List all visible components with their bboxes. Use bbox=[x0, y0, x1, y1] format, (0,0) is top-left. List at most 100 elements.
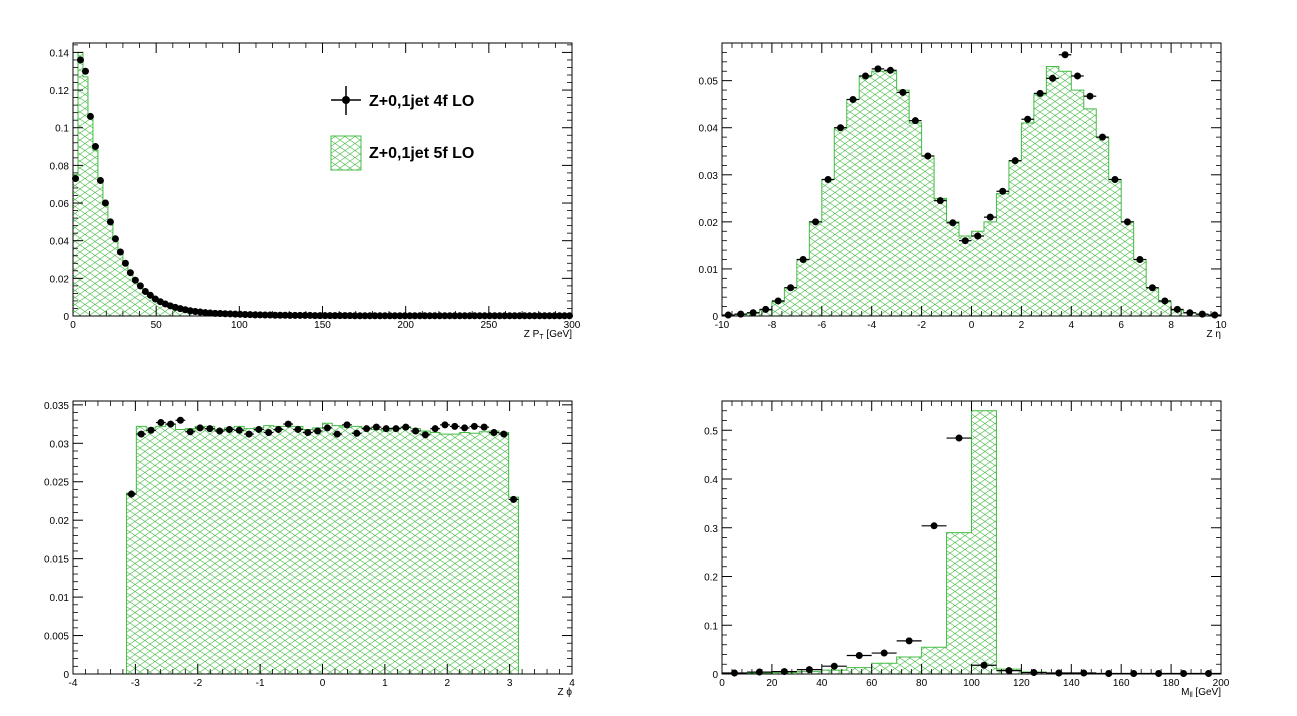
legend-entry-hist: Z+0,1jet 5f LO bbox=[330, 135, 474, 171]
data-point bbox=[440, 421, 450, 429]
data-point bbox=[734, 310, 747, 318]
x-tick-label: 40 bbox=[816, 678, 828, 689]
data-point bbox=[996, 667, 1022, 675]
histogram-5f bbox=[721, 410, 1222, 675]
data-point bbox=[1083, 92, 1097, 100]
x-tick-label: 100 bbox=[231, 320, 248, 331]
y-tick-label: 0.5 bbox=[704, 426, 718, 437]
y-tick-label: 0.14 bbox=[50, 48, 70, 59]
data-point bbox=[1208, 311, 1221, 319]
x-tick-label: 200 bbox=[1213, 678, 1230, 689]
y-axis: 0 0.01 0.02 0.03 0.04 0.05 bbox=[699, 52, 1221, 323]
data-point bbox=[1121, 218, 1134, 226]
data-point bbox=[136, 430, 147, 438]
data-point bbox=[296, 311, 304, 319]
data-point bbox=[244, 430, 254, 438]
y-tick-label: 0.01 bbox=[699, 265, 719, 276]
data-point bbox=[796, 256, 810, 264]
y-tick-label: 0.1 bbox=[704, 621, 718, 632]
x-tick-label: 140 bbox=[1063, 678, 1080, 689]
x-tick-label: 100 bbox=[963, 678, 980, 689]
data-point bbox=[722, 311, 735, 319]
data-point bbox=[1158, 297, 1172, 305]
data-point bbox=[871, 65, 885, 73]
x-tick-label: 4 bbox=[569, 678, 575, 689]
x-tick-label: 2 bbox=[444, 678, 450, 689]
y-tick-label: 0.02 bbox=[699, 218, 719, 229]
x-axis-label: Z PT [GeV] bbox=[524, 329, 572, 341]
x-tick-label: -8 bbox=[767, 320, 776, 331]
legend-label-4f: Z+0,1jet 4f LO bbox=[369, 93, 474, 110]
data-point bbox=[204, 425, 215, 433]
y-tick-label: 0.3 bbox=[704, 524, 718, 535]
data-point bbox=[1021, 669, 1047, 677]
data-point bbox=[946, 434, 972, 442]
data-point bbox=[1146, 284, 1159, 292]
x-tick-label: -2 bbox=[917, 320, 926, 331]
data-point bbox=[430, 425, 441, 433]
y-tick-label: 0.05 bbox=[699, 77, 719, 88]
data-point bbox=[126, 269, 134, 277]
y-tick-label: 0.035 bbox=[44, 401, 69, 412]
data-point bbox=[126, 490, 137, 498]
data-point bbox=[971, 661, 997, 669]
y-tick-label: 0.4 bbox=[704, 475, 718, 486]
panel-4: 0 0.1 0.2 0.3 0.4 0.5 0 20 40 60 80 100 120 140 160 180… bbox=[704, 400, 1230, 699]
data-point bbox=[131, 276, 139, 284]
x-tick-label: 3 bbox=[507, 678, 513, 689]
data-point bbox=[771, 297, 785, 305]
data-point bbox=[1108, 176, 1122, 183]
data-point bbox=[1196, 310, 1209, 318]
data-point bbox=[1046, 669, 1072, 677]
data-point bbox=[371, 423, 382, 431]
data-point bbox=[971, 232, 984, 240]
y-tick-label: 0 bbox=[63, 312, 69, 323]
data-point bbox=[746, 309, 760, 317]
data-point bbox=[400, 423, 411, 431]
x-tick-label: -3 bbox=[131, 678, 140, 689]
data-point bbox=[449, 422, 460, 430]
points-4f bbox=[722, 51, 1221, 319]
x-tick-label: 150 bbox=[314, 320, 331, 331]
data-point bbox=[1058, 51, 1072, 59]
data-point bbox=[1171, 305, 1184, 313]
y-tick-label: 0.03 bbox=[50, 439, 70, 450]
y-tick-label: 0.025 bbox=[44, 478, 69, 489]
data-point bbox=[821, 662, 847, 670]
data-point bbox=[251, 311, 259, 319]
x-axis-label: Z η bbox=[1207, 329, 1221, 340]
x-tick-label: 60 bbox=[866, 678, 878, 689]
data-point bbox=[381, 425, 392, 433]
legend-marker bbox=[342, 96, 350, 104]
data-point bbox=[884, 66, 897, 74]
data-point bbox=[283, 420, 294, 428]
data-point bbox=[1071, 669, 1097, 677]
y-tick-label: 0.015 bbox=[44, 555, 69, 566]
data-point bbox=[896, 637, 922, 645]
x-tick-label: 120 bbox=[1013, 678, 1030, 689]
x-tick-label: 6 bbox=[1118, 320, 1124, 331]
data-point bbox=[1096, 133, 1109, 141]
x-tick-label: -4 bbox=[69, 678, 78, 689]
y-axis: 0 0.005 0.01 0.015 0.02 0.025 0.03 0.035 bbox=[44, 401, 572, 681]
data-point bbox=[1071, 72, 1084, 80]
x-tick-label: -10 bbox=[715, 320, 730, 331]
y-tick-label: 0 bbox=[712, 312, 718, 323]
data-point bbox=[146, 426, 156, 434]
data-point bbox=[111, 235, 119, 243]
data-point bbox=[116, 248, 124, 256]
points-4f bbox=[126, 416, 519, 503]
x-axis: 0 50 100 150 200 250 300 bbox=[70, 43, 581, 331]
y-tick-label: 0.04 bbox=[699, 124, 719, 135]
data-point bbox=[136, 282, 144, 290]
x-axis: -4 -3 -2 -1 0 1 2 3 4 bbox=[69, 401, 575, 689]
data-point bbox=[784, 284, 797, 292]
data-point bbox=[1033, 89, 1047, 97]
y-tick-label: 0.08 bbox=[50, 161, 70, 172]
legend-label-5f: Z+0,1jet 5f LO bbox=[369, 145, 474, 162]
y-tick-label: 0.03 bbox=[699, 171, 719, 182]
x-axis-label: Mll [GeV] bbox=[1181, 687, 1221, 699]
histogram-5f bbox=[721, 66, 1222, 317]
